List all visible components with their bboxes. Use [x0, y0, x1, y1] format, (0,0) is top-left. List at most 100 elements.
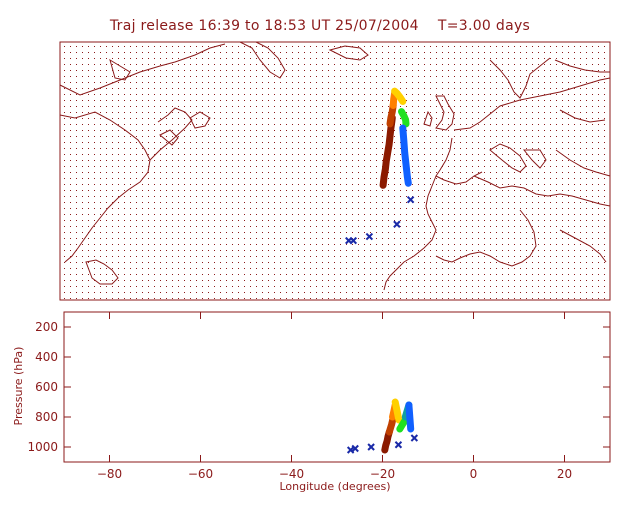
grid-dot: [418, 160, 419, 161]
grid-dot: [94, 226, 95, 227]
grid-dot: [604, 172, 605, 173]
grid-dot: [430, 184, 431, 185]
grid-dot: [382, 208, 383, 209]
grid-dot: [478, 58, 479, 59]
grid-dot: [268, 244, 269, 245]
grid-dot: [274, 274, 275, 275]
grid-dot: [214, 94, 215, 95]
grid-dot: [490, 244, 491, 245]
grid-dot: [184, 214, 185, 215]
grid-dot: [346, 178, 347, 179]
grid-dot: [598, 196, 599, 197]
grid-dot: [160, 160, 161, 161]
grid-dot: [340, 226, 341, 227]
grid-dot: [142, 94, 143, 95]
grid-dot: [502, 118, 503, 119]
grid-dot: [562, 64, 563, 65]
grid-dot: [574, 64, 575, 65]
grid-dot: [160, 172, 161, 173]
grid-dot: [538, 124, 539, 125]
grid-dot: [532, 172, 533, 173]
grid-dot: [562, 196, 563, 197]
grid-dot: [136, 94, 137, 95]
grid-dot: [298, 124, 299, 125]
grid-dot: [424, 274, 425, 275]
grid-dot: [238, 238, 239, 239]
grid-dot: [574, 112, 575, 113]
grid-dot: [106, 250, 107, 251]
grid-dot: [250, 154, 251, 155]
grid-dot: [148, 196, 149, 197]
grid-dot: [376, 64, 377, 65]
grid-dot: [592, 214, 593, 215]
grid-dot: [94, 232, 95, 233]
grid-dot: [496, 142, 497, 143]
grid-dot: [130, 70, 131, 71]
grid-dot: [148, 214, 149, 215]
grid-dot: [328, 52, 329, 53]
grid-dot: [364, 148, 365, 149]
grid-dot: [394, 172, 395, 173]
grid-dot: [400, 82, 401, 83]
grid-dot: [136, 220, 137, 221]
grid-dot: [214, 280, 215, 281]
grid-dot: [358, 70, 359, 71]
grid-dot: [508, 208, 509, 209]
grid-dot: [466, 244, 467, 245]
grid-dot: [496, 214, 497, 215]
grid-dot: [106, 274, 107, 275]
grid-dot: [526, 154, 527, 155]
grid-dot: [76, 142, 77, 143]
grid-dot: [148, 232, 149, 233]
grid-dot: [418, 280, 419, 281]
grid-dot: [250, 214, 251, 215]
grid-dot: [532, 250, 533, 251]
grid-dot: [250, 286, 251, 287]
grid-dot: [148, 88, 149, 89]
grid-dot: [496, 244, 497, 245]
grid-dot: [268, 52, 269, 53]
grid-dot: [82, 106, 83, 107]
map-marker: [345, 236, 353, 245]
grid-dot: [292, 58, 293, 59]
grid-dot: [316, 196, 317, 197]
grid-dot: [598, 298, 599, 299]
grid-dot: [466, 70, 467, 71]
grid-dot: [286, 64, 287, 65]
grid-dot: [352, 292, 353, 293]
grid-dot: [514, 58, 515, 59]
y-tick-label: 400: [35, 350, 58, 364]
grid-dot: [298, 118, 299, 119]
grid-dot: [562, 160, 563, 161]
grid-dot: [310, 100, 311, 101]
grid-dot: [478, 178, 479, 179]
grid-dot: [202, 154, 203, 155]
x-tick-label: 20: [557, 467, 572, 481]
grid-dot: [220, 178, 221, 179]
grid-dot: [64, 166, 65, 167]
grid-dot: [94, 220, 95, 221]
grid-dot: [478, 238, 479, 239]
grid-dot: [142, 112, 143, 113]
grid-dot: [520, 82, 521, 83]
grid-dot: [208, 88, 209, 89]
grid-dot: [430, 82, 431, 83]
grid-dot: [502, 238, 503, 239]
grid-dot: [298, 262, 299, 263]
grid-dot: [280, 46, 281, 47]
grid-dot: [64, 94, 65, 95]
grid-dot: [460, 208, 461, 209]
grid-dot: [580, 256, 581, 257]
grid-dot: [172, 166, 173, 167]
grid-dot: [442, 238, 443, 239]
grid-dot: [340, 184, 341, 185]
grid-dot: [124, 178, 125, 179]
grid-dot: [256, 160, 257, 161]
grid-dot: [190, 70, 191, 71]
grid-dot: [352, 112, 353, 113]
grid-dot: [256, 292, 257, 293]
grid-dot: [400, 172, 401, 173]
grid-dot: [550, 178, 551, 179]
grid-dot: [346, 64, 347, 65]
grid-dot: [340, 190, 341, 191]
